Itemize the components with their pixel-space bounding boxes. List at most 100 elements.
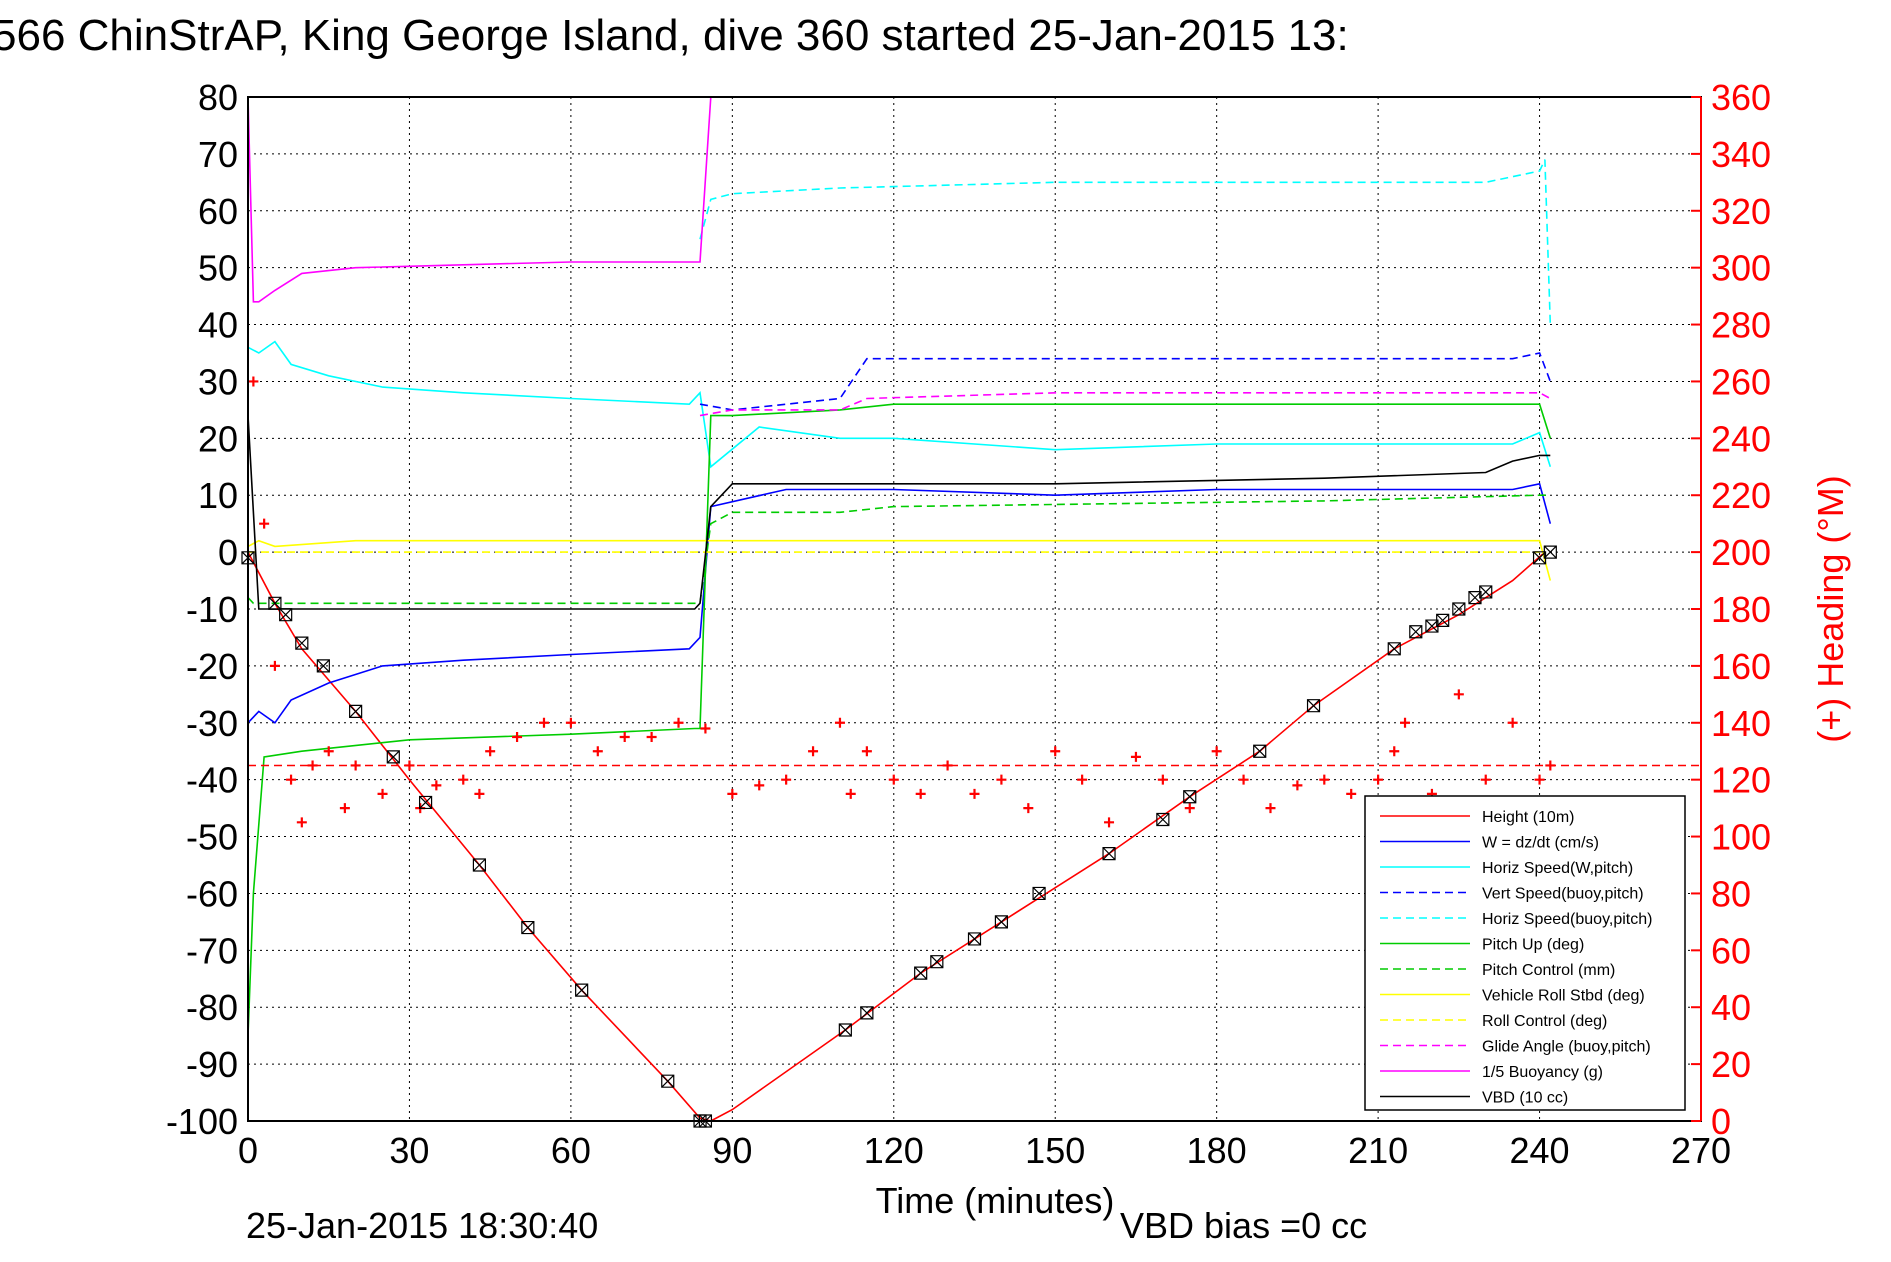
- y-tick-label: 80: [198, 77, 238, 118]
- legend-label: Horiz Speed(buoy,pitch): [1482, 911, 1652, 928]
- y-tick-label: 20: [198, 418, 238, 459]
- series-line-5: [247, 403, 1552, 1036]
- heading-point: [915, 788, 926, 799]
- heading-point: [350, 760, 361, 771]
- y-axis-right: 3603403203002802602402202001801601401201…: [1691, 77, 1771, 1142]
- legend-label: Vert Speed(buoy,pitch): [1482, 886, 1644, 903]
- y2-tick-label: 340: [1711, 134, 1771, 175]
- dive-marker: [418, 795, 433, 810]
- dive-marker: [1425, 619, 1439, 633]
- x-tick-label: 240: [1510, 1130, 1570, 1171]
- heading-point: [808, 746, 819, 757]
- y-tick-label: 30: [198, 361, 238, 402]
- heading-point: [834, 717, 845, 728]
- y-tick-label: -10: [186, 589, 238, 630]
- dive-marker: [1409, 625, 1423, 639]
- y2-tick-label: 220: [1711, 475, 1771, 516]
- footer-timestamp: 25-Jan-2015 18:30:40: [246, 1205, 598, 1246]
- dive-marker: [1306, 699, 1321, 713]
- dive-marker: [1032, 886, 1046, 901]
- x-tick-label: 30: [389, 1130, 429, 1171]
- dive-marker: [994, 915, 1009, 929]
- x-tick-label: 90: [712, 1130, 752, 1171]
- x-tick-label: 210: [1348, 1130, 1408, 1171]
- dive-marker: [1479, 585, 1493, 599]
- y-tick-label: -60: [186, 873, 238, 914]
- heading-point: [1319, 774, 1330, 785]
- y2-tick-label: 360: [1711, 77, 1771, 118]
- dive-marker: [661, 1074, 675, 1088]
- heading-point: [296, 817, 307, 828]
- legend-label: Roll Control (deg): [1482, 1013, 1607, 1030]
- heading-point: [1130, 751, 1141, 762]
- legend-label: 1/5 Buoyancy (g): [1482, 1064, 1603, 1081]
- dive-marker: [838, 1023, 852, 1037]
- heading-point: [565, 717, 576, 728]
- heading-point: [781, 774, 792, 785]
- heading-point: [307, 760, 318, 771]
- y-tick-label: -100: [166, 1101, 238, 1142]
- series-line-11: [247, 415, 1551, 610]
- y-tick-label: 70: [198, 134, 238, 175]
- y-tick-label: 40: [198, 305, 238, 346]
- legend-label: Vehicle Roll Stbd (deg): [1482, 988, 1645, 1005]
- y2-tick-label: 80: [1711, 873, 1751, 914]
- heading-point: [1238, 774, 1249, 785]
- heading-point: [1453, 689, 1464, 700]
- dive-marker: [1468, 591, 1482, 605]
- heading-point: [259, 518, 270, 529]
- heading-point: [619, 732, 630, 742]
- heading-point: [538, 717, 549, 728]
- legend-box: [1364, 795, 1686, 1111]
- series-line-2: [247, 340, 1552, 469]
- y-tick-label: 10: [198, 475, 238, 516]
- legend-label: Height (10m): [1482, 809, 1574, 826]
- y-axis-left: 80 70 60 50 40 30 20 10 0 -10 -20 -30 -40 -50 -60 -70 -8…: [166, 77, 238, 1142]
- legend-label: Glide Angle (buoy,pitch): [1482, 1039, 1651, 1056]
- series-line-1: [247, 482, 1552, 724]
- series-line-10: [247, 96, 712, 303]
- y2-tick-label: 320: [1711, 191, 1771, 232]
- heading-point: [861, 746, 872, 757]
- heading-point: [485, 746, 496, 757]
- heading-point: [1507, 717, 1518, 728]
- dive-marker: [1253, 744, 1267, 758]
- heading-point: [1184, 803, 1195, 814]
- heading-point: [512, 732, 523, 742]
- heading-point: [700, 723, 711, 734]
- dive-marker: [1436, 613, 1450, 627]
- y2-tick-label: 300: [1711, 248, 1771, 289]
- y2-tick-label: 160: [1711, 646, 1771, 687]
- series-layer: [247, 96, 1552, 1122]
- heading-point: [377, 788, 388, 799]
- heading-point: [1050, 746, 1061, 757]
- x-axis-label: Time (minutes): [876, 1180, 1115, 1221]
- heading-point: [1265, 803, 1276, 814]
- y2-tick-label: 120: [1711, 760, 1771, 801]
- heading-layer: [248, 376, 1701, 828]
- dive-marker: [930, 955, 944, 969]
- heading-point: [727, 788, 738, 799]
- dive-marker: [316, 659, 330, 673]
- y2-tick-label: 40: [1711, 987, 1751, 1028]
- heading-point: [754, 780, 765, 791]
- legend-label: W = dz/dt (cm/s): [1482, 835, 1599, 852]
- dive-marker: [279, 608, 293, 622]
- y2-tick-label: 180: [1711, 589, 1771, 630]
- heading-point: [1346, 788, 1357, 799]
- heading-point: [1023, 803, 1034, 814]
- heading-point: [323, 746, 334, 757]
- heading-point: [1545, 760, 1556, 771]
- dive-marker: [575, 983, 589, 997]
- footer-vbd-bias: VBD bias =0 cc: [1120, 1205, 1367, 1246]
- heading-point: [1389, 746, 1400, 757]
- heading-point: [1534, 774, 1545, 785]
- heading-point: [1292, 780, 1303, 791]
- heading-point: [339, 803, 350, 814]
- x-tick-label: 180: [1187, 1130, 1247, 1171]
- y2-tick-label: 240: [1711, 418, 1771, 459]
- legend-label: VBD (10 cc): [1482, 1090, 1568, 1107]
- heading-point: [942, 760, 953, 771]
- heading-point: [286, 774, 297, 785]
